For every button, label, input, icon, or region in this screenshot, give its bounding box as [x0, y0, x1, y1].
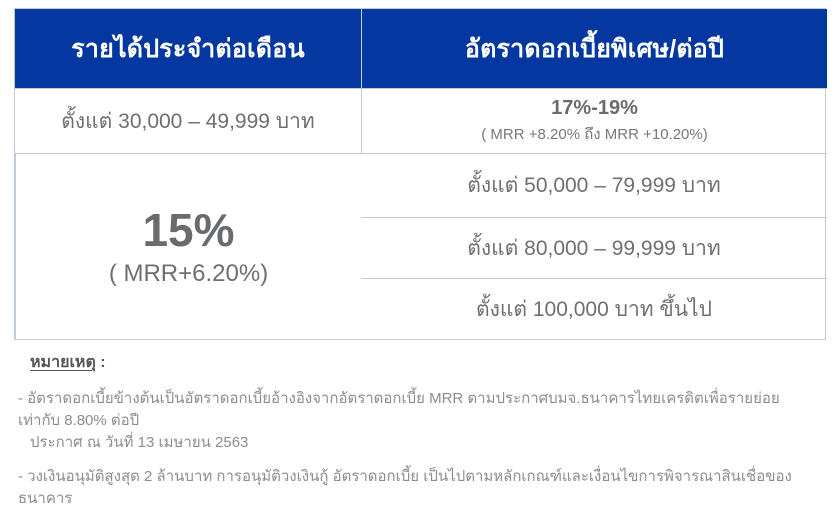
- page: รายได้ประจำต่อเดือน อัตราดอกเบี้ยพิเศษ/ต…: [14, 8, 827, 507]
- income-tier-1-label: ตั้งแต่ 30,000 – 49,999 บาท: [61, 109, 315, 133]
- income-tier-2-label: ตั้งแต่ 50,000 – 79,999 บาท: [467, 174, 721, 197]
- notes-heading-colon: :: [95, 354, 106, 371]
- rate-tiers-2-4-value: 15%: [142, 204, 235, 257]
- rate-tiers-2-4-cell: 15% ( MRR+6.20%): [15, 153, 361, 339]
- column-header-income-label: รายได้ประจำต่อเดือน: [71, 34, 305, 63]
- income-tier-3-label: ตั้งแต่ 80,000 – 99,999 บาท: [467, 236, 721, 260]
- rate-tier-1-value: 17%-19%: [551, 97, 638, 119]
- income-tier-1-cell: ตั้งแต่ 30,000 – 49,999 บาท: [15, 88, 361, 153]
- note-item-2: - วงเงินอนุมัติสูงสุด 2 ล้านบาท การอนุมั…: [18, 466, 818, 510]
- notes-section: หมายเหตุ : - อัตราดอกเบี้ยข้างต้นเป็นอัต…: [18, 350, 818, 510]
- rate-tier-1-cell: 17%-19% ( MRR +8.20% ถึง MRR +10.20%): [361, 88, 827, 153]
- notes-heading-label: หมายเหตุ: [30, 354, 96, 371]
- income-tier-2-cell: ตั้งแต่ 50,000 – 79,999 บาท: [361, 153, 827, 217]
- rate-tiers-2-4-detail: ( MRR+6.20%): [108, 259, 269, 287]
- note-item-1: - อัตราดอกเบี้ยข้างต้นเป็นอัตราดอกเบี้ยอ…: [18, 388, 818, 453]
- note-1-line-1: - อัตราดอกเบี้ยข้างต้นเป็นอัตราดอกเบี้ยอ…: [18, 390, 780, 429]
- interest-rate-table: รายได้ประจำต่อเดือน อัตราดอกเบี้ยพิเศษ/ต…: [14, 8, 827, 340]
- column-header-income: รายได้ประจำต่อเดือน: [15, 9, 361, 88]
- note-2-line-1: - วงเงินอนุมัติสูงสุด 2 ล้านบาท การอนุมั…: [18, 468, 792, 507]
- note-1-line-2: ประกาศ ณ วันที่ 13 เมษายน 2563: [30, 433, 249, 451]
- income-tier-4-label: ตั้งแต่ 100,000 บาท ขึ้นไป: [475, 297, 713, 321]
- rate-tier-1-detail: ( MRR +8.20% ถึง MRR +10.20%): [481, 126, 708, 143]
- income-tier-3-cell: ตั้งแต่ 80,000 – 99,999 บาท: [361, 217, 827, 278]
- column-header-rate-label: อัตราดอกเบี้ยพิเศษ/ต่อปี: [464, 34, 725, 63]
- notes-heading: หมายเหตุ :: [30, 350, 818, 375]
- income-tier-4-cell: ตั้งแต่ 100,000 บาท ขึ้นไป: [361, 278, 827, 339]
- column-header-rate: อัตราดอกเบี้ยพิเศษ/ต่อปี: [361, 9, 827, 88]
